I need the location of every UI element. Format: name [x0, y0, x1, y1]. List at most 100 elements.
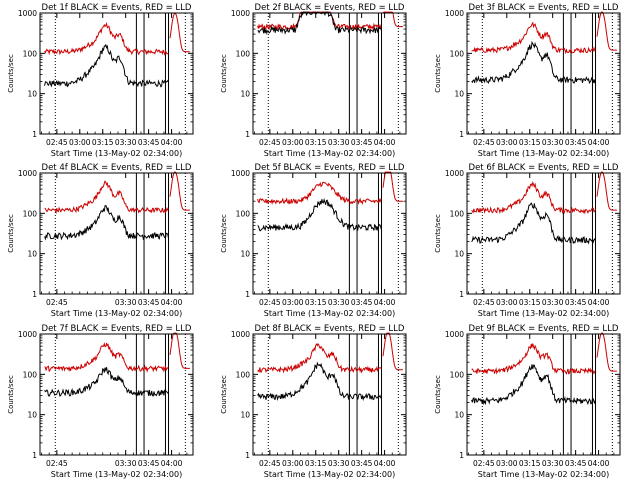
x-axis-label: Start Time (13-May-02 02:34:00) [264, 470, 395, 479]
lld-series-line [471, 343, 596, 375]
x-tick-label: 03:45 [351, 298, 373, 307]
x-tick-label: 03:30 [115, 138, 137, 147]
y-tick-label: 10 [27, 90, 37, 99]
chart-title: Det 6f BLACK = Events, RED = LLD [469, 163, 619, 173]
y-tick-label: 1 [245, 290, 250, 299]
y-tick-label: 1000 [18, 9, 37, 18]
x-tick-label: 04:00 [588, 138, 610, 147]
lld-series-line [44, 180, 169, 215]
y-tick-label: 1 [245, 451, 250, 460]
y-axis-label: Counts/sec [7, 214, 15, 253]
y-tick-label: 1 [32, 130, 37, 139]
x-tick-label: 04:00 [374, 138, 396, 147]
x-tick-label: 04:00 [374, 298, 396, 307]
x-tick-label: 03:45 [138, 138, 160, 147]
x-tick-label: 02:45 [473, 138, 495, 147]
y-tick-label: 1000 [18, 169, 37, 178]
chart-panel: Det 7f BLACK = Events, RED = LLD Counts/s… [7, 324, 194, 479]
x-axis-label: Start Time (13-May-02 02:34:00) [264, 309, 395, 318]
y-tick-label: 1000 [18, 330, 37, 339]
y-tick-label: 1 [459, 451, 464, 460]
lld-spike-line [382, 332, 403, 371]
x-tick-label: 03:00 [496, 459, 518, 468]
y-axis-label: Counts/sec [7, 375, 15, 414]
chart-panel: Det 5f BLACK = Events, RED = LLD Counts/s… [220, 163, 407, 318]
chart-panel: Det 3f BLACK = Events, RED = LLD Counts/s… [434, 3, 621, 158]
lld-series-line [471, 21, 596, 55]
x-tick-label: 03:15 [92, 138, 114, 147]
chart-panel: Det 6f BLACK = Events, RED = LLD Counts/s… [434, 163, 621, 318]
x-axis-label: Start Time (13-May-02 02:34:00) [51, 309, 182, 318]
y-axis-label: Counts/sec [434, 54, 442, 93]
y-tick-label: 10 [454, 411, 464, 420]
x-tick-label: 03:30 [115, 459, 137, 468]
plot-frame [466, 172, 621, 295]
y-tick-label: 1000 [445, 9, 464, 18]
lld-series-line [471, 180, 596, 215]
lld-spike-line [169, 332, 190, 369]
x-tick-label: 03:15 [305, 298, 327, 307]
y-axis-label: Counts/sec [220, 375, 228, 414]
x-axis-label: Start Time (13-May-02 02:34:00) [51, 149, 182, 158]
x-tick-label: 03:00 [69, 138, 91, 147]
x-tick-label: 03:30 [542, 298, 564, 307]
y-tick-label: 1000 [231, 330, 250, 339]
lld-spike-line [169, 171, 190, 211]
y-axis-label: Counts/sec [7, 54, 15, 93]
lld-series-line [257, 11, 382, 32]
plot-frame [466, 12, 621, 135]
chart-title: Det 1f BLACK = Events, RED = LLD [42, 3, 192, 13]
y-tick-label: 1000 [231, 169, 250, 178]
plot-frame [39, 172, 194, 295]
lld-spike-line [382, 171, 403, 202]
chart-panel: Det 8f BLACK = Events, RED = LLD Counts/s… [220, 324, 407, 479]
x-tick-label: 03:15 [305, 138, 327, 147]
x-tick-label: 04:00 [161, 298, 183, 307]
y-axis-label: Counts/sec [434, 375, 442, 414]
events-series-line [471, 40, 596, 85]
lld-series-line [44, 341, 169, 373]
x-tick-label: 02:45 [46, 138, 68, 147]
plot-frame [39, 333, 194, 456]
x-tick-label: 04:00 [161, 138, 183, 147]
plot-frame [252, 12, 407, 135]
events-series-line [257, 361, 382, 402]
x-tick-label: 02:45 [259, 459, 281, 468]
chart-title: Det 9f BLACK = Events, RED = LLD [469, 324, 619, 334]
chart-title: Det 8f BLACK = Events, RED = LLD [255, 324, 405, 334]
y-tick-label: 1 [459, 290, 464, 299]
lld-spike-line [596, 11, 617, 51]
y-tick-label: 10 [240, 411, 250, 420]
plot-frame [39, 12, 194, 135]
y-tick-label: 10 [27, 411, 37, 420]
x-tick-label: 03:30 [542, 459, 564, 468]
y-tick-label: 10 [240, 250, 250, 259]
y-tick-label: 100 [450, 370, 465, 379]
lld-spike-line [382, 11, 403, 28]
x-tick-label: 04:00 [588, 298, 610, 307]
y-tick-label: 100 [23, 49, 38, 58]
y-axis-label: Counts/sec [434, 214, 442, 253]
x-tick-label: 02:45 [473, 459, 495, 468]
x-tick-label: 03:00 [496, 298, 518, 307]
chart-title: Det 5f BLACK = Events, RED = LLD [255, 163, 405, 173]
plot-frame [466, 333, 621, 456]
x-tick-label: 04:00 [374, 459, 396, 468]
x-tick-label: 03:45 [565, 298, 587, 307]
events-series-line [471, 364, 596, 406]
chart-panel: Det 1f BLACK = Events, RED = LLD Counts/s… [7, 3, 194, 158]
lld-spike-line [596, 171, 617, 211]
y-tick-label: 1000 [445, 330, 464, 339]
x-tick-label: 03:30 [328, 298, 350, 307]
lld-series-line [257, 181, 382, 206]
y-axis-label: Counts/sec [220, 54, 228, 93]
chart-title: Det 2f BLACK = Events, RED = LLD [255, 3, 405, 13]
y-tick-label: 1 [32, 451, 37, 460]
x-tick-label: 03:30 [115, 298, 137, 307]
x-tick-label: 03:45 [138, 459, 160, 468]
x-tick-label: 03:45 [565, 138, 587, 147]
y-tick-label: 100 [236, 370, 251, 379]
x-axis-label: Start Time (13-May-02 02:34:00) [478, 309, 609, 318]
x-axis-label: Start Time (13-May-02 02:34:00) [264, 149, 395, 158]
x-tick-label: 03:15 [519, 459, 541, 468]
